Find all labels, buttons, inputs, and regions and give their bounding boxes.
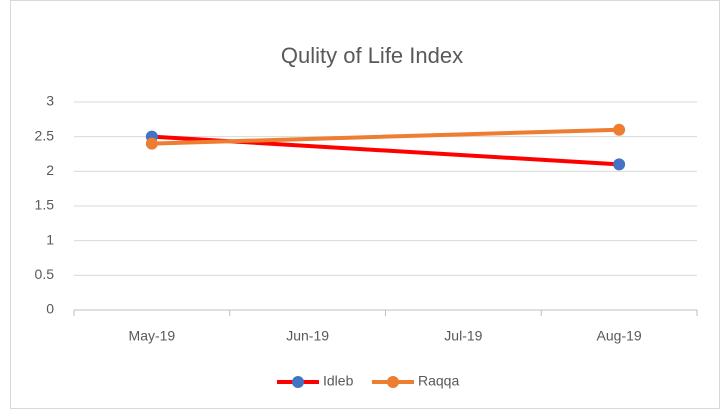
- x-tick-label: Aug-19: [597, 328, 642, 344]
- y-tick-label: 3: [46, 93, 54, 109]
- y-tick-label: 2: [46, 162, 54, 178]
- chart-title: Qulity of Life Index: [281, 43, 463, 68]
- y-tick-label: 2.5: [35, 127, 55, 143]
- series-line: [149, 127, 622, 146]
- point: [145, 137, 158, 150]
- y-tick-label: 0: [46, 301, 54, 317]
- legend-label: Raqqa: [418, 373, 459, 389]
- point: [613, 158, 626, 171]
- legend-label: Idleb: [323, 373, 354, 389]
- x-tick-label: May-19: [129, 328, 176, 344]
- y-tick-label: 0.5: [35, 266, 55, 282]
- y-tick-label: 1.5: [35, 197, 55, 213]
- chart-border: [10, 0, 720, 409]
- x-tick-label: Jun-19: [286, 328, 329, 344]
- point: [613, 123, 626, 136]
- x-tick-label: Jul-19: [444, 328, 482, 344]
- legend-marker: [387, 376, 399, 388]
- legend-marker: [292, 376, 304, 388]
- y-tick-label: 1: [46, 231, 54, 247]
